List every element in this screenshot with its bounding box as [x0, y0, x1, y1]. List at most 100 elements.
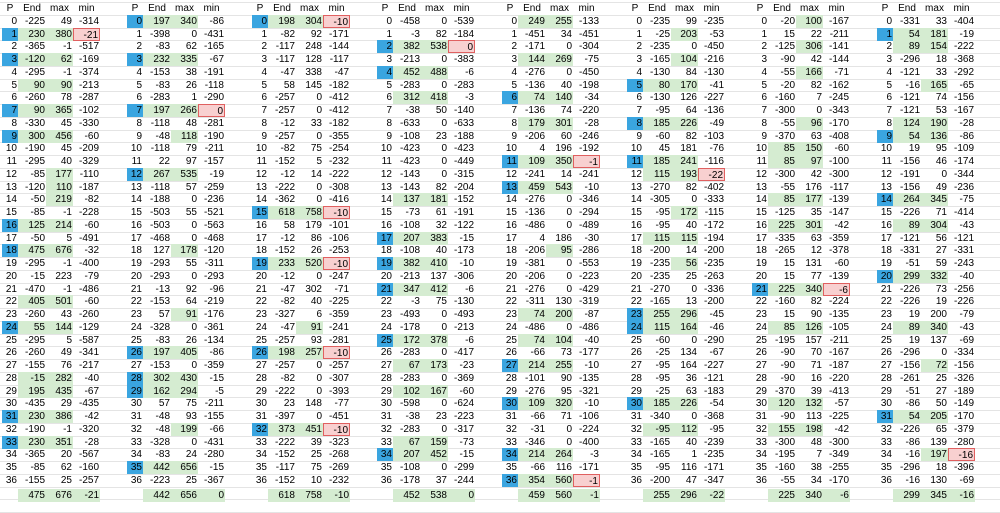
min-cell[interactable]: -280: [953, 436, 974, 448]
max-cell[interactable]: 181: [680, 143, 697, 155]
p-cell[interactable]: 17: [130, 232, 142, 244]
min-cell[interactable]: -359: [328, 309, 349, 320]
max-cell[interactable]: 0: [316, 130, 322, 142]
p-cell[interactable]: 32: [252, 422, 268, 436]
max-cell[interactable]: 33: [310, 117, 322, 129]
min-cell[interactable]: -19: [959, 28, 974, 40]
min-cell[interactable]: -40: [959, 270, 974, 282]
end-cell[interactable]: 405: [18, 295, 46, 309]
max-cell[interactable]: 301: [796, 218, 823, 232]
max-cell[interactable]: 16: [810, 372, 822, 384]
max-cell[interactable]: 50: [435, 105, 447, 116]
end-cell[interactable]: 137: [393, 193, 421, 207]
p-cell[interactable]: 15: [880, 207, 892, 218]
min-cell[interactable]: -346: [578, 194, 599, 206]
min-cell[interactable]: -292: [953, 66, 974, 78]
end-cell[interactable]: -296: [899, 462, 920, 473]
max-cell[interactable]: 412: [421, 282, 448, 296]
p-cell[interactable]: 19: [130, 258, 142, 269]
end-cell[interactable]: -143: [399, 181, 420, 193]
min-cell[interactable]: -165: [203, 41, 224, 53]
end-cell[interactable]: 197: [143, 104, 171, 117]
max-cell[interactable]: 63: [685, 385, 697, 397]
max-cell[interactable]: 18: [935, 54, 947, 65]
min-cell[interactable]: -144: [328, 41, 349, 53]
end-cell[interactable]: -293: [149, 270, 170, 282]
end-cell[interactable]: -293: [149, 258, 170, 269]
p-cell[interactable]: 10: [5, 143, 17, 155]
p-cell[interactable]: 30: [255, 398, 267, 410]
min-cell[interactable]: -259: [203, 181, 224, 193]
end-cell[interactable]: -83: [155, 41, 170, 53]
max-cell[interactable]: 0: [441, 321, 447, 333]
min-cell[interactable]: -379: [953, 423, 974, 435]
max-cell[interactable]: 0: [316, 385, 322, 397]
total-min-cell[interactable]: -10: [323, 489, 350, 503]
p-cell[interactable]: 3: [886, 54, 892, 65]
min-cell[interactable]: -314: [78, 15, 99, 27]
max-cell[interactable]: 95: [935, 143, 947, 155]
p-cell[interactable]: 30: [502, 397, 518, 411]
end-cell[interactable]: -503: [149, 207, 170, 218]
end-cell[interactable]: -130: [649, 66, 670, 78]
max-cell[interactable]: 190: [921, 116, 948, 130]
max-cell[interactable]: 0: [691, 283, 697, 295]
max-cell[interactable]: 197: [921, 448, 948, 462]
min-cell[interactable]: -489: [578, 219, 599, 231]
p-cell[interactable]: 4: [636, 66, 642, 78]
min-cell[interactable]: -329: [78, 156, 99, 167]
max-cell[interactable]: 0: [566, 194, 572, 206]
end-cell[interactable]: -152: [274, 449, 295, 461]
min-cell[interactable]: -167: [828, 347, 849, 359]
end-cell[interactable]: -470: [24, 283, 45, 295]
min-cell[interactable]: -22: [698, 167, 725, 181]
max-cell[interactable]: 340: [921, 320, 948, 334]
max-cell[interactable]: 14: [685, 245, 697, 257]
max-cell[interactable]: 73: [935, 283, 947, 295]
p-cell[interactable]: 33: [130, 436, 142, 448]
min-cell[interactable]: -103: [703, 130, 724, 142]
min-cell[interactable]: -30: [584, 232, 599, 244]
max-cell[interactable]: 488: [421, 65, 448, 79]
end-cell[interactable]: 347: [393, 282, 421, 296]
min-cell[interactable]: -300: [828, 436, 849, 448]
min-cell[interactable]: -49: [709, 117, 724, 129]
min-cell[interactable]: -45: [709, 309, 724, 320]
p-cell[interactable]: 15: [130, 207, 142, 218]
p-cell[interactable]: 18: [255, 245, 267, 257]
max-cell[interactable]: 0: [191, 321, 197, 333]
max-cell[interactable]: 74: [935, 92, 947, 104]
p-cell[interactable]: 5: [886, 79, 892, 91]
max-cell[interactable]: 48: [185, 117, 197, 129]
max-cell[interactable]: 0: [441, 79, 447, 91]
p-cell[interactable]: 1: [761, 28, 767, 40]
min-cell[interactable]: -133: [578, 15, 599, 27]
min-cell[interactable]: -367: [203, 474, 224, 486]
end-cell[interactable]: 207: [393, 231, 421, 245]
p-cell[interactable]: 7: [636, 105, 642, 116]
max-cell[interactable]: 193: [671, 167, 698, 181]
p-cell[interactable]: 19: [880, 258, 892, 269]
p-cell[interactable]: 9: [636, 130, 642, 142]
end-cell[interactable]: 55: [18, 320, 46, 334]
min-cell[interactable]: -336: [703, 283, 724, 295]
min-cell[interactable]: -6: [465, 334, 474, 346]
max-cell[interactable]: 148: [305, 398, 322, 410]
min-cell[interactable]: -110: [79, 168, 99, 180]
end-cell[interactable]: -295: [24, 334, 45, 346]
max-cell[interactable]: 90: [46, 78, 73, 92]
end-cell[interactable]: 85: [768, 193, 796, 207]
p-cell[interactable]: 0: [761, 15, 767, 27]
min-cell[interactable]: -15: [209, 462, 224, 473]
p-cell[interactable]: 11: [502, 155, 518, 168]
max-cell[interactable]: 758: [296, 206, 323, 219]
p-cell[interactable]: 24: [380, 321, 392, 333]
p-cell[interactable]: 7: [386, 105, 392, 116]
p-cell[interactable]: 7: [2, 104, 18, 117]
min-cell[interactable]: -116: [704, 156, 724, 167]
end-cell[interactable]: -117: [275, 54, 295, 65]
max-cell[interactable]: 14: [560, 168, 572, 180]
max-cell[interactable]: 159: [421, 435, 448, 449]
end-cell[interactable]: 89: [893, 40, 921, 54]
end-cell[interactable]: -12: [280, 270, 295, 282]
